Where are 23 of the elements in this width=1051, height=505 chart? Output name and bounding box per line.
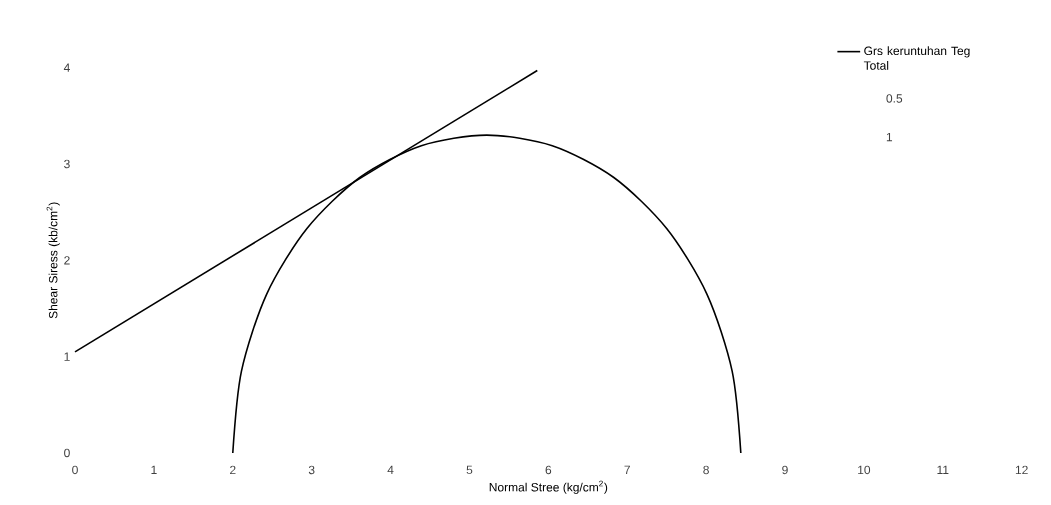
- x-tick-label: 11: [937, 465, 949, 474]
- x-axis-title: Normal Stree (kg/cm$^{2}$): [489, 480, 608, 494]
- x-tick-label: 2: [230, 465, 236, 475]
- y-tick-label: 2: [64, 256, 70, 265]
- y-tick-label: 0: [64, 448, 70, 458]
- x-tick-label: 10: [858, 465, 871, 475]
- y-axis-title: Shear Siress (kb/cm$^{2}$): [46, 202, 60, 319]
- y-tick-label: 1: [64, 352, 70, 361]
- legend-label: Grs keruntuhan Teg Total: [863, 46, 970, 70]
- x-tick-label: 4: [387, 465, 394, 474]
- x-tick-label: 0: [72, 465, 78, 475]
- x-tick-label: 6: [545, 465, 552, 475]
- x-tick-label: 5: [466, 465, 473, 475]
- x-tick-label: 3: [308, 465, 315, 475]
- annotation: 0.5: [886, 94, 903, 103]
- x-tick-label: 12: [1015, 465, 1028, 475]
- x-tick-label: 9: [782, 465, 788, 475]
- x-tick-label: 8: [703, 465, 709, 475]
- y-tick-label: 4: [63, 63, 70, 72]
- y-tick-label: 3: [64, 159, 70, 169]
- x-tick-label: 7: [624, 465, 630, 474]
- x-tick-label: 1: [151, 465, 157, 474]
- annotation: 1: [886, 132, 893, 142]
